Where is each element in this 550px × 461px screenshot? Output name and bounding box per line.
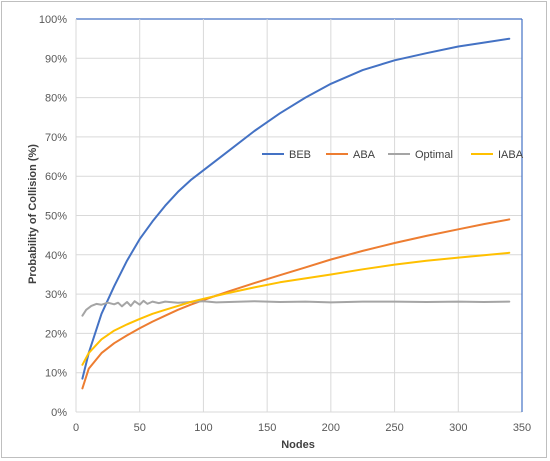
y-tick-label: 80% [45, 93, 67, 105]
x-tick-label: 350 [513, 422, 531, 434]
y-tick-label: 20% [45, 328, 67, 340]
y-tick-label: 90% [45, 53, 67, 65]
legend: BEB ABA Optimal IABA [262, 149, 524, 161]
y-tick-label: 30% [45, 289, 67, 301]
x-tick-label: 0 [73, 422, 79, 434]
y-tick-label: 40% [45, 250, 67, 262]
x-tick-label: 200 [322, 422, 340, 434]
legend-label-beb: BEB [289, 149, 311, 161]
legend-label-aba: ABA [353, 149, 376, 161]
y-tick-label: 10% [45, 368, 67, 380]
y-tick-label: 60% [45, 171, 67, 183]
x-tick-label: 250 [385, 422, 403, 434]
legend-label-iaba: IABA [498, 149, 524, 161]
x-tick-label: 300 [449, 422, 467, 434]
y-tick-label: 100% [39, 14, 67, 26]
y-tick-label: 0% [51, 407, 67, 419]
y-tick-label: 50% [45, 211, 67, 223]
series-line-optimal [81, 299, 511, 317]
series-line-beb [81, 37, 511, 380]
x-axis-title: Nodes [281, 439, 315, 451]
series-line-iaba [81, 251, 511, 366]
grid-lines [75, 18, 523, 413]
y-axis-title: Probability of Collision (%) [27, 144, 39, 284]
legend-label-optimal: Optimal [415, 149, 453, 161]
x-tick-label: 50 [134, 422, 146, 434]
x-axis-tick-labels: 0 50 100 150 200 250 300 350 [73, 422, 531, 434]
x-tick-label: 100 [194, 422, 212, 434]
series-lines [81, 37, 511, 390]
y-tick-label: 70% [45, 132, 67, 144]
x-tick-label: 150 [258, 422, 276, 434]
y-axis-tick-labels: 0% 10% 20% 30% 40% 50% 60% 70% 80% 90% 100% [39, 14, 67, 419]
